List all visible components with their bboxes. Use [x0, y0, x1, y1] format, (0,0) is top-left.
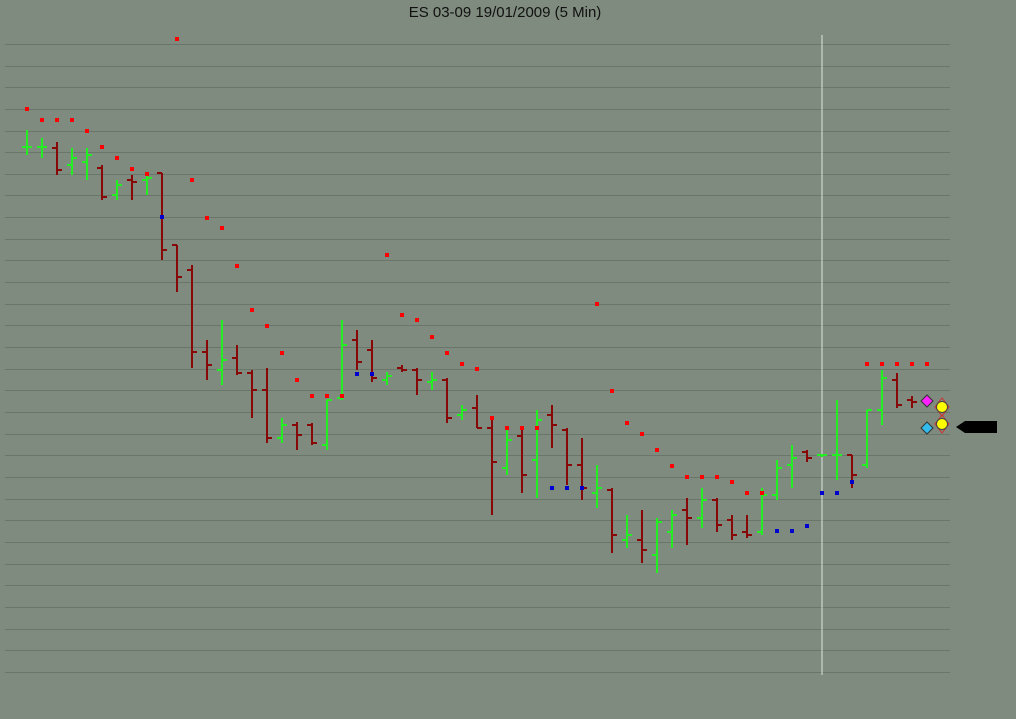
- marks: [22, 37, 929, 573]
- sar-dot: [835, 491, 839, 495]
- sar-dot: [385, 253, 389, 257]
- sar-dot: [85, 129, 89, 133]
- sar-dot: [355, 372, 359, 376]
- sar-dot: [805, 524, 809, 528]
- sar-dot: [340, 394, 344, 398]
- sar-dot: [100, 145, 104, 149]
- sar-dot: [220, 226, 224, 230]
- sar-dot: [745, 491, 749, 495]
- sar-dot: [475, 367, 479, 371]
- sar-dot: [235, 264, 239, 268]
- sar-dot: [280, 351, 284, 355]
- sar-dot: [265, 324, 269, 328]
- sar-dot: [370, 372, 374, 376]
- sar-dot: [25, 107, 29, 111]
- sar-dot: [490, 416, 494, 420]
- price-tag: [956, 421, 997, 433]
- sar-dot: [430, 335, 434, 339]
- sar-dot: [295, 378, 299, 382]
- sar-dot: [130, 167, 134, 171]
- sar-dot: [535, 426, 539, 430]
- sar-dot: [520, 426, 524, 430]
- sar-dot: [700, 475, 704, 479]
- sar-dot: [565, 486, 569, 490]
- sar-dot: [70, 118, 74, 122]
- sar-dot: [160, 215, 164, 219]
- sar-dot: [145, 172, 149, 176]
- sar-dot: [925, 362, 929, 366]
- sar-dot: [880, 362, 884, 366]
- sar-dot: [790, 529, 794, 533]
- sar-dot: [760, 491, 764, 495]
- sar-dot: [445, 351, 449, 355]
- sar-dot: [550, 486, 554, 490]
- sar-dot: [460, 362, 464, 366]
- sar-dot: [655, 448, 659, 452]
- sar-dot: [325, 394, 329, 398]
- sar-dot: [625, 421, 629, 425]
- sar-dot: [595, 302, 599, 306]
- sar-dot: [730, 480, 734, 484]
- sar-dot: [310, 394, 314, 398]
- sar-dot: [670, 464, 674, 468]
- sar-dot: [250, 308, 254, 312]
- sar-dot: [850, 480, 854, 484]
- sar-dot: [40, 118, 44, 122]
- chart-title: ES 03-09 19/01/2009 (5 Min): [409, 4, 602, 21]
- sar-dot: [640, 432, 644, 436]
- marker: [936, 401, 948, 413]
- sar-dot: [205, 216, 209, 220]
- sar-dot: [55, 118, 59, 122]
- sar-dot: [415, 318, 419, 322]
- sar-dot: [715, 475, 719, 479]
- sar-dot: [580, 486, 584, 490]
- sar-dot: [865, 362, 869, 366]
- sar-dot: [685, 475, 689, 479]
- sar-dot: [820, 491, 824, 495]
- sar-dot: [400, 313, 404, 317]
- sar-dot: [190, 178, 194, 182]
- markers: [920, 394, 997, 435]
- sar-dot: [175, 37, 179, 41]
- marker: [936, 418, 948, 430]
- sar-dot: [910, 362, 914, 366]
- marker: [920, 394, 934, 408]
- sar-dot: [505, 426, 509, 430]
- sar-dot: [115, 156, 119, 160]
- sar-dot: [775, 529, 779, 533]
- sar-dot: [895, 362, 899, 366]
- marker: [920, 421, 934, 435]
- sar-dot: [610, 389, 614, 393]
